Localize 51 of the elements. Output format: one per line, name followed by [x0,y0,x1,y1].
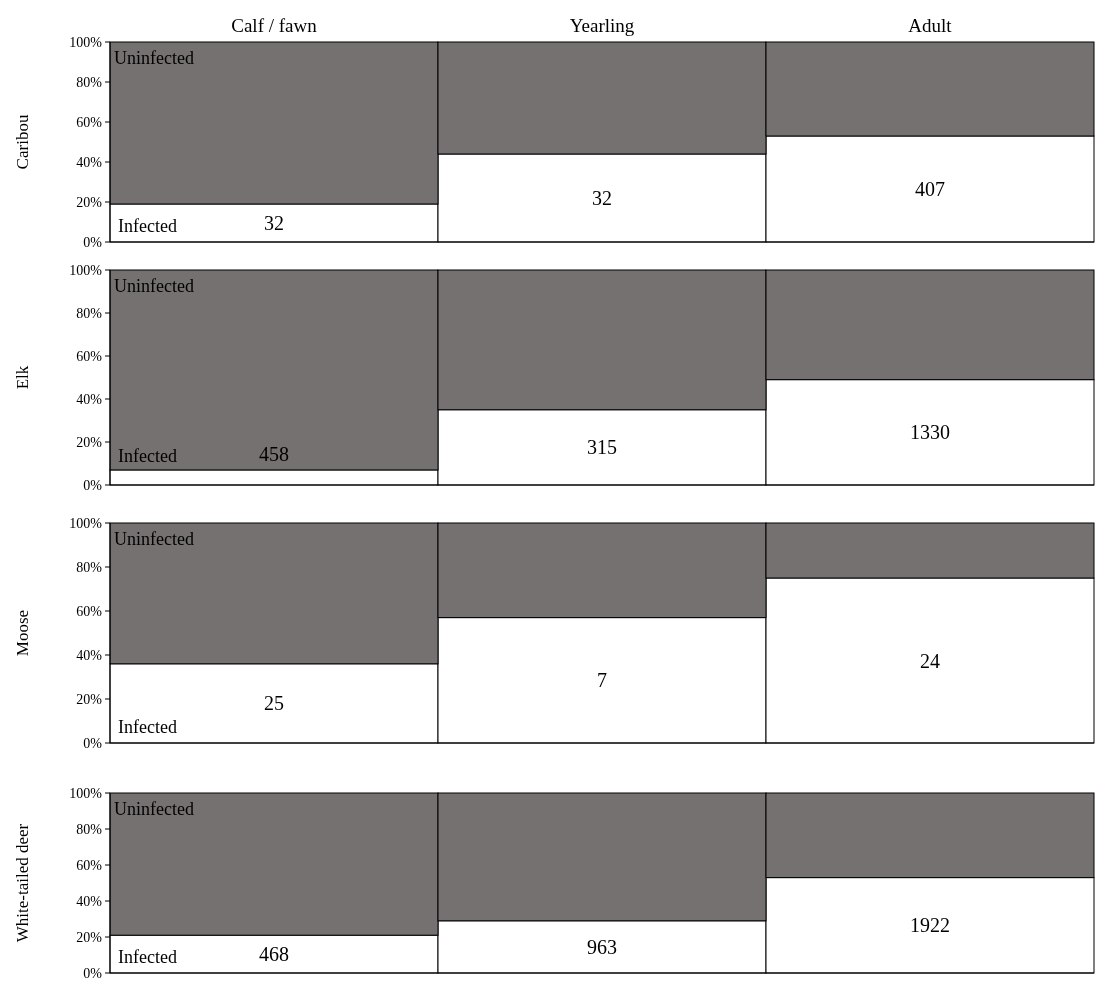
y-tick-label: 20% [76,691,103,707]
y-axis-title: White-tailed deer [13,823,32,943]
series-label: Infected [118,445,177,466]
y-tick-label: 20% [76,929,103,945]
annotation: 7 [597,669,607,692]
series-label: Infected [118,717,177,737]
annotation: 24 [920,649,940,672]
y-axis-title: Caribou [13,114,32,170]
y-tick-label: 100% [69,262,103,278]
annotation: 32 [264,212,284,234]
series-label: Infected [118,947,177,967]
y-tick-label: 80% [76,821,103,837]
series-label: Uninfected [114,276,194,296]
y-tick-label: 60% [76,348,103,364]
y-tick-label: 100% [69,515,103,531]
series-label: Uninfected [114,799,194,819]
y-tick-label: 100% [69,785,103,801]
x-tick-label: Adult [908,15,953,36]
y-tick-label: 20% [76,434,103,450]
annotation: 407 [915,178,945,200]
y-tick-label: 40% [76,391,103,407]
y-tick-label: 0% [83,477,103,493]
series-label: Infected [118,216,177,236]
y-tick-label: 100% [69,34,103,50]
y-tick-label: 80% [76,74,103,90]
y-tick-label: 40% [76,154,103,170]
x-tick-label: Yearling [569,15,635,36]
y-tick-label: 40% [76,893,103,909]
annotation: 1922 [910,914,950,937]
x-tick-label: Calf / fawn [231,15,318,36]
y-tick-label: 80% [76,559,103,575]
y-tick-label: 20% [76,194,103,210]
y-axis-title: Moose [13,609,32,657]
annotation: 458 [259,442,289,465]
annotation: 1330 [910,421,950,444]
series-label: Uninfected [114,529,194,549]
annotation: 25 [264,692,284,715]
y-axis-title: Elk [13,365,32,390]
annotation: 32 [592,187,612,209]
y-tick-label: 60% [76,114,103,130]
annotation: 468 [259,943,289,966]
y-tick-label: 0% [83,234,103,250]
y-tick-label: 0% [83,965,103,981]
y-tick-label: 60% [76,857,103,873]
y-tick-label: 40% [76,647,103,663]
series-label: Uninfected [114,48,194,68]
y-tick-label: 80% [76,305,103,321]
y-tick-label: 60% [76,603,103,619]
annotation: 963 [587,935,617,958]
y-tick-label: 0% [83,735,103,751]
annotation: 315 [587,436,617,459]
